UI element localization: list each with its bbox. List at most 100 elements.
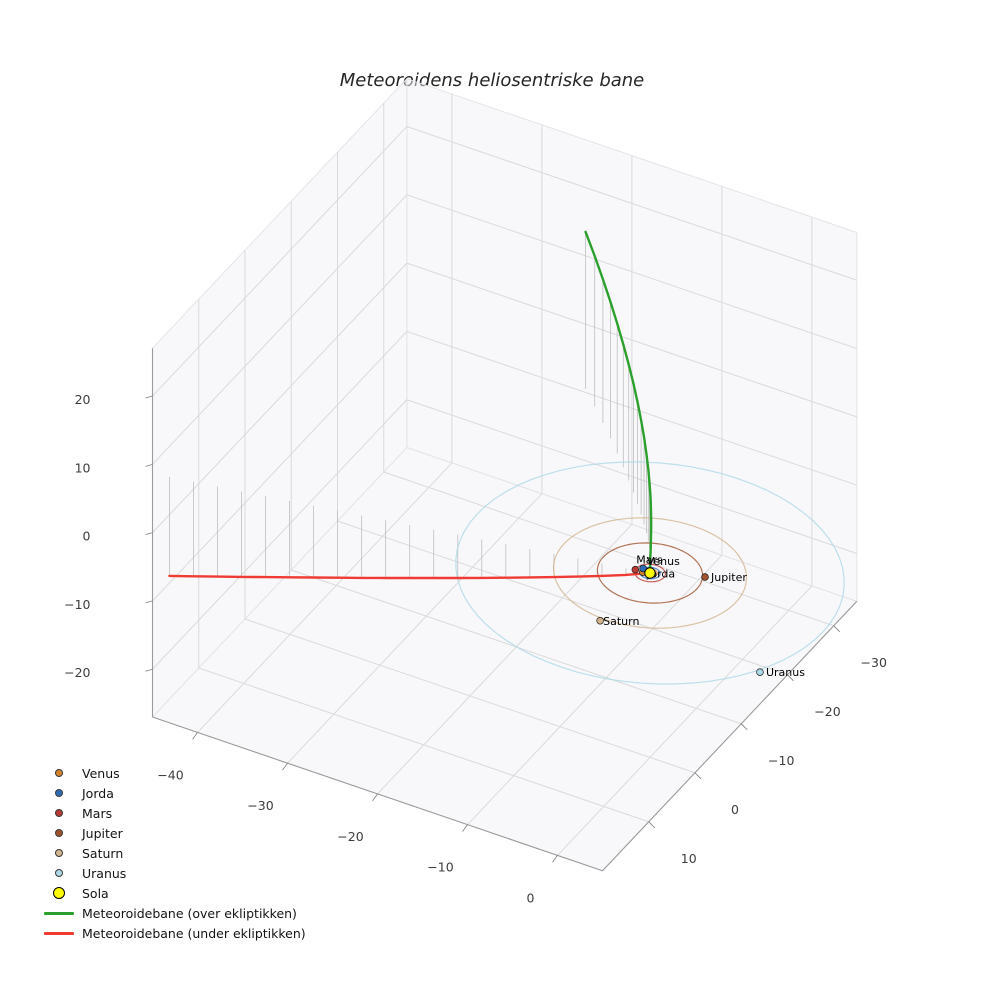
planet-label-mars: Mars: [636, 554, 663, 567]
planet-marker-uranus: [756, 668, 764, 676]
y-tick: [787, 674, 794, 682]
legend-item: Jorda: [44, 783, 306, 803]
legend-marker: [55, 829, 63, 837]
grid-line-x-floor: [197, 462, 453, 733]
orbit-saturn: [552, 517, 748, 629]
legend-label: Saturn: [82, 845, 124, 861]
legend-marker: [55, 869, 63, 877]
grid-line-y-floor: [383, 471, 834, 627]
legend-label: Jorda: [82, 785, 114, 801]
legend-item: Meteoroidebane (under ekliptikken): [44, 923, 306, 943]
grid-line-z-left: [152, 194, 408, 465]
grid-line-z-back: [406, 330, 858, 486]
grid-line-z-back: [406, 126, 858, 281]
sun-marker: [644, 567, 656, 579]
grid-line-x-floor: [467, 554, 723, 826]
grid-line-y-floor: [244, 618, 696, 774]
legend-item: Meteoroidebane (over ekliptikken): [44, 903, 306, 923]
planet-marker-mars: [631, 565, 640, 574]
z-tick: [145, 463, 153, 467]
legend-label: Mars: [82, 805, 113, 821]
legend-dot-swatch: [44, 829, 74, 837]
y-tick-label: −30: [861, 655, 887, 670]
grid-line-y-floor: [198, 667, 649, 823]
legend-marker: [44, 931, 74, 935]
z-tick: [145, 668, 153, 672]
legend-item: Venus: [44, 763, 306, 783]
z-tick: [145, 395, 153, 399]
legend-label: Venus: [82, 765, 120, 781]
legend-item: Uranus: [44, 863, 306, 883]
legend-dot-swatch: [44, 849, 74, 857]
legend-dot-swatch: [44, 809, 74, 817]
y-tick: [648, 821, 656, 829]
y-tick-label: −10: [768, 753, 794, 768]
grid-line-z-left: [152, 126, 408, 397]
x-tick-label: −40: [157, 767, 183, 782]
planet-label-saturn: Saturn: [603, 615, 639, 628]
legend-dot-swatch: [44, 789, 74, 797]
y-tick-label: −20: [814, 704, 840, 719]
legend-line-swatch: [44, 911, 74, 915]
planet-label-uranus: Uranus: [766, 666, 805, 679]
legend-label: Jupiter: [82, 825, 123, 841]
legend: Venus Jorda Mars Jupiter Saturn Uranus Sola Met…: [44, 763, 306, 943]
legend-item: Saturn: [44, 843, 306, 863]
x-tick: [462, 824, 468, 832]
legend-dot-swatch: [44, 769, 74, 777]
meteoroid-path-under: [168, 571, 652, 580]
grid-line-z-back: [406, 399, 858, 554]
meteoroid-path-over: [584, 230, 653, 575]
legend-marker: [55, 789, 63, 797]
orbit-uranus: [455, 461, 845, 685]
grid-line-z-back: [406, 194, 858, 350]
legend-label: Meteoroidebane (over ekliptikken): [82, 905, 297, 921]
z-tick-label: 10: [75, 460, 91, 475]
z-tick: [145, 532, 153, 536]
grid-line-z-left: [152, 331, 408, 602]
x-tick-label: −30: [247, 798, 273, 813]
legend-marker: [55, 809, 63, 817]
grid-line-x-floor: [287, 493, 543, 764]
legend-marker: [55, 849, 63, 857]
legend-label: Meteoroidebane (under ekliptikken): [82, 925, 306, 941]
orbit-jupiter: [596, 542, 704, 604]
y-tick-label: 10: [681, 851, 697, 866]
legend-marker: [53, 887, 65, 899]
y-tick: [694, 772, 702, 780]
z-tick-label: −20: [64, 665, 90, 680]
x-tick-label: −10: [427, 860, 453, 875]
legend-item: Sola: [44, 883, 306, 903]
planet-marker-jupiter: [701, 573, 709, 581]
legend-marker: [44, 911, 74, 915]
planet-label-venus: Venus: [647, 555, 680, 568]
planet-marker-jorda: [639, 564, 647, 573]
y-tick: [740, 723, 748, 731]
legend-item: Mars: [44, 803, 306, 823]
grid-line-x-floor: [557, 585, 813, 856]
z-tick-label: 20: [75, 392, 91, 407]
y-axis-spine: [602, 600, 858, 872]
x-tick-label: −20: [337, 829, 363, 844]
legend-item: Jupiter: [44, 823, 306, 843]
grid-line-z-left: [152, 399, 408, 670]
x-tick-label: 0: [527, 890, 535, 905]
legend-dot-swatch: [44, 887, 74, 899]
grid-line-z-back: [406, 262, 858, 418]
z-tick: [145, 600, 153, 604]
x-tick: [282, 762, 288, 771]
grid-line-z-left: [152, 262, 408, 533]
legend-label: Sola: [82, 885, 109, 901]
z-tick-label: −10: [64, 597, 90, 612]
grid-line-x-floor: [377, 524, 633, 795]
x-tick: [372, 793, 378, 802]
y-tick: [833, 625, 841, 633]
planet-marker-saturn: [596, 617, 604, 625]
legend-dot-swatch: [44, 869, 74, 877]
legend-marker: [55, 769, 63, 777]
y-tick-label: 0: [731, 802, 739, 817]
planet-label-jupiter: Jupiter: [710, 571, 747, 584]
grid-line-y-floor: [337, 520, 788, 676]
